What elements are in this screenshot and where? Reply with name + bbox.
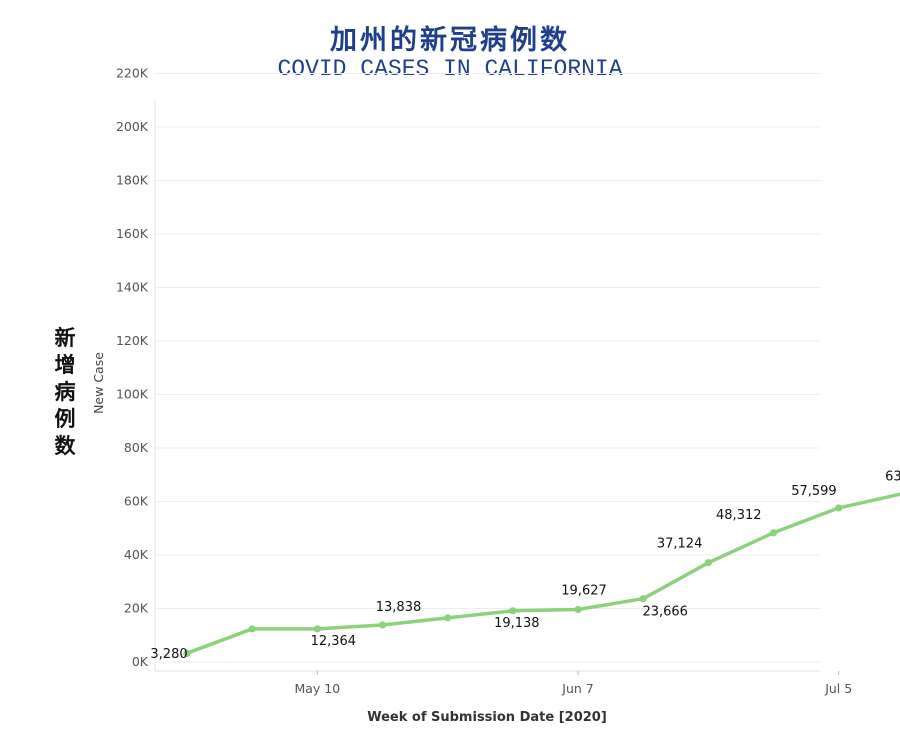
y-tick-label: 100K [116, 387, 149, 402]
y-tick-label: 60K [124, 494, 149, 509]
data-point [769, 529, 778, 537]
data-label: 3,280 [150, 647, 187, 662]
side-label-chinese: 新增病例数 [54, 325, 76, 458]
data-points [183, 504, 843, 657]
x-axis-title: Week of Submission Date [2020] [367, 710, 607, 725]
x-tick-label: May 10 [294, 681, 340, 696]
data-point [378, 621, 387, 629]
data-point [574, 605, 582, 614]
data-point [509, 607, 517, 615]
data-label: 12,364 [311, 634, 357, 649]
data-label: 48,312 [716, 508, 762, 523]
series-line-path [185, 492, 900, 655]
data-point [639, 595, 647, 603]
y-tick-label: 140K [116, 280, 149, 295]
data-labels: 3,280 12,364 13,838 19,138 19,627 23,666 37,12… [150, 469, 900, 662]
chart-title: COVID CASES IN CALIFORNIA [277, 56, 623, 82]
data-label: 57,599 [791, 484, 837, 499]
y-tick-label: 160K [116, 226, 149, 241]
data-label: 37,124 [657, 537, 703, 552]
y-tick-label: 40K [124, 547, 149, 562]
y-tick-label: 20K [124, 601, 149, 616]
y-tick-label: 220K [116, 66, 149, 81]
data-label: 19,138 [494, 616, 540, 631]
data-point [444, 614, 452, 622]
data-point [313, 625, 321, 633]
data-label: 13,838 [376, 600, 422, 615]
y-tick-label: 200K [116, 119, 149, 134]
data-label: 23,666 [642, 605, 688, 620]
y-tick-label: 0K [132, 654, 149, 669]
chart-title-chinese: 加州的新冠病例数 [330, 25, 570, 56]
data-label: 63,019 [885, 469, 900, 484]
y-tick-label: 120K [116, 333, 149, 348]
data-point [704, 559, 712, 567]
y-tick-label: 80K [124, 440, 149, 455]
x-tick-label: Jul 5 [824, 681, 852, 696]
data-point [835, 504, 843, 512]
y-axis-title: New Case [91, 352, 106, 414]
y-axis-ticks: 0K 20K 40K 60K 80K 100K 120K 140K 160K 180K 200K 22… [116, 66, 149, 670]
x-tick-label: Jun 7 [561, 681, 593, 696]
series-line [185, 492, 900, 655]
data-point [248, 625, 256, 633]
grid-lines [154, 73, 820, 672]
y-tick-label: 180K [116, 173, 149, 188]
data-label: 19,627 [561, 583, 607, 598]
data-point [183, 649, 191, 657]
